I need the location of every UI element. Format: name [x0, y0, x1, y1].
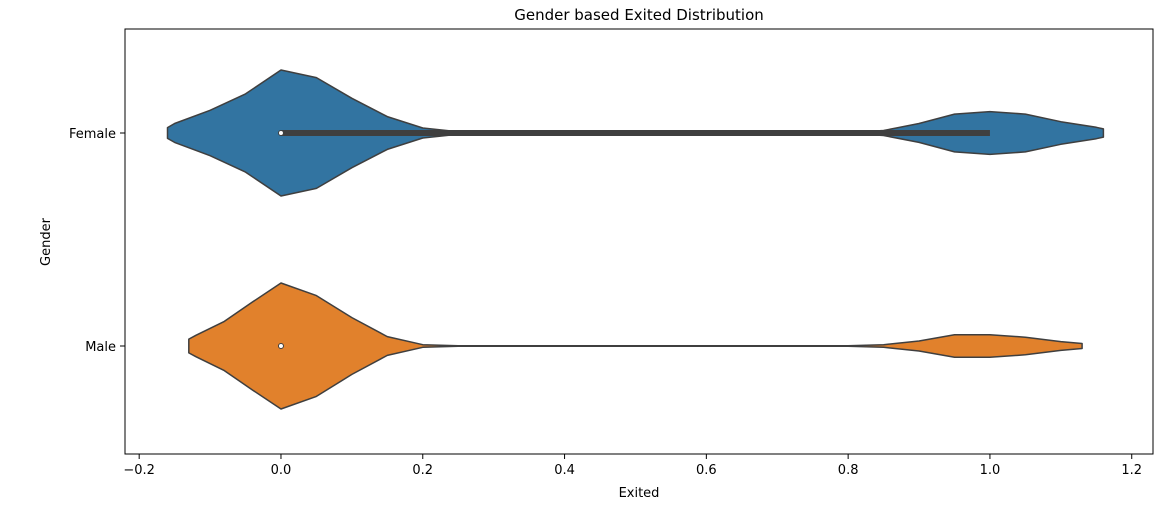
x-tick-label: −0.2 [123, 463, 155, 478]
chart-title: Gender based Exited Distribution [514, 6, 764, 24]
x-tick-label: 0.2 [412, 463, 433, 478]
x-tick-label: 1.2 [1121, 463, 1142, 478]
median-point-female [277, 130, 284, 136]
median-point-male [277, 343, 284, 349]
x-axis-label: Exited [619, 486, 660, 501]
y-axis: Female Male [69, 127, 125, 355]
violins-layer [166, 69, 1105, 410]
y-tick-label-male: Male [85, 340, 116, 355]
violin-male [188, 282, 1083, 410]
x-axis: −0.2 0.0 0.2 0.4 0.6 0.8 1.0 1.2 [123, 454, 1142, 478]
x-tick-label: 0.6 [696, 463, 717, 478]
x-tick-label: 1.0 [980, 463, 1001, 478]
x-tick-label: 0.0 [271, 463, 292, 478]
y-tick-label-female: Female [69, 127, 116, 142]
x-tick-label: 0.4 [554, 463, 575, 478]
plot-frame [124, 28, 1154, 455]
x-tick-label: 0.8 [838, 463, 859, 478]
y-axis-label: Gender [39, 217, 54, 266]
